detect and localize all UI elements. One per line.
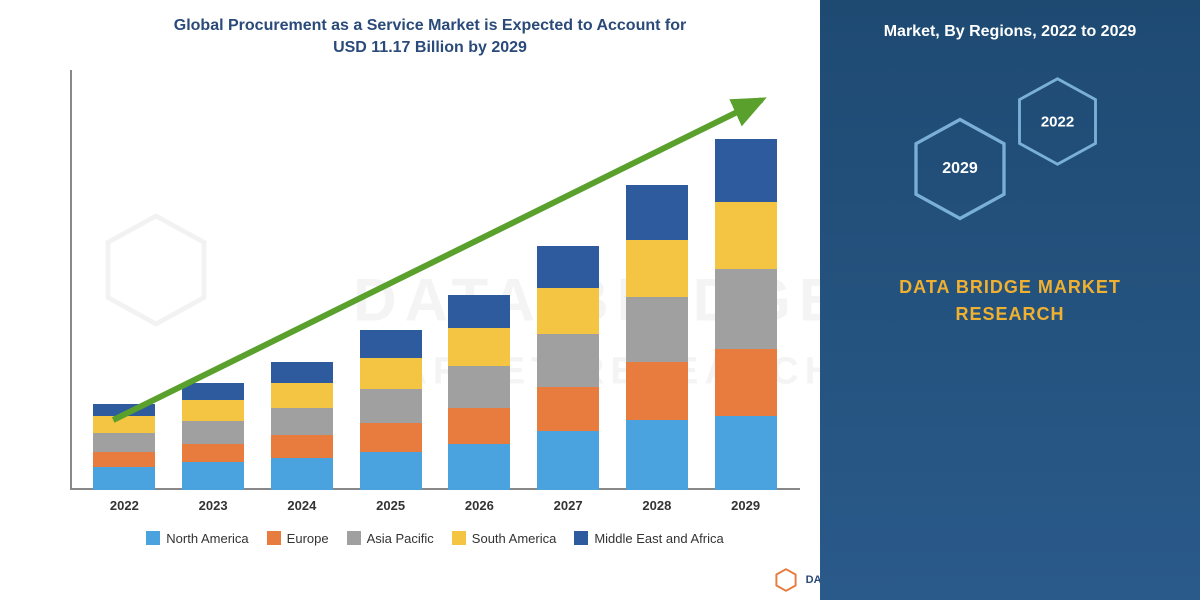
- bar-segment: [626, 362, 688, 421]
- legend-item: North America: [146, 531, 248, 546]
- bar-segment: [537, 246, 599, 288]
- bar-segment: [360, 423, 422, 452]
- legend-label: Europe: [287, 531, 329, 546]
- bar-segment: [715, 349, 777, 416]
- x-axis-labels: 2022 2023 2024 2025 2026 2027 2028 2029: [70, 490, 800, 513]
- bar-segment: [182, 421, 244, 444]
- legend-label: Asia Pacific: [367, 531, 434, 546]
- chart-title: Global Procurement as a Service Market i…: [60, 15, 800, 60]
- hex-badge-container: 2029 2022: [845, 64, 1175, 244]
- bar-segment: [182, 444, 244, 463]
- legend-item: Asia Pacific: [347, 531, 434, 546]
- bar-segment: [715, 416, 777, 490]
- x-axis-label: 2025: [360, 498, 422, 513]
- legend-swatch: [347, 531, 361, 545]
- bar-segment: [271, 435, 333, 458]
- bar-segment: [182, 462, 244, 489]
- bar-2029: [715, 139, 777, 490]
- bar-segment: [360, 452, 422, 490]
- legend-item: Europe: [267, 531, 329, 546]
- bar-segment: [448, 295, 510, 329]
- x-axis-label: 2022: [93, 498, 155, 513]
- bar-2024: [271, 362, 333, 490]
- legend-label: North America: [166, 531, 248, 546]
- bar-segment: [271, 458, 333, 490]
- bar-2027: [537, 246, 599, 490]
- x-axis-label: 2024: [271, 498, 333, 513]
- bar-segment: [271, 383, 333, 408]
- bar-segment: [626, 420, 688, 489]
- right-panel-title: Market, By Regions, 2022 to 2029: [845, 20, 1175, 44]
- bars-container: [70, 70, 800, 490]
- bar-2026: [448, 295, 510, 490]
- brand-line1: DATA BRIDGE MARKET: [899, 277, 1121, 297]
- legend-item: Middle East and Africa: [574, 531, 723, 546]
- hex-label-2022: 2022: [1041, 113, 1074, 130]
- legend-swatch: [574, 531, 588, 545]
- x-axis-label: 2027: [537, 498, 599, 513]
- bar-segment: [93, 433, 155, 452]
- legend-label: South America: [472, 531, 557, 546]
- brand-line2: RESEARCH: [955, 304, 1064, 324]
- bar-segment: [537, 387, 599, 431]
- bar-segment: [626, 297, 688, 362]
- bar-2022: [93, 404, 155, 490]
- bar-segment: [360, 330, 422, 357]
- bar-segment: [537, 334, 599, 387]
- bar-segment: [715, 202, 777, 269]
- chart-legend: North America Europe Asia Pacific South Ame…: [70, 531, 800, 546]
- bar-segment: [93, 467, 155, 490]
- bar-segment: [448, 328, 510, 366]
- bar-segment: [93, 416, 155, 433]
- bar-segment: [448, 366, 510, 408]
- hex-label-2029: 2029: [942, 160, 978, 178]
- chart-area: [70, 70, 800, 490]
- hex-badge-2022: 2022: [1010, 74, 1105, 169]
- bar-segment: [360, 389, 422, 423]
- bar-segment: [360, 358, 422, 390]
- bar-2028: [626, 185, 688, 489]
- bar-segment: [448, 444, 510, 490]
- x-axis-label: 2028: [626, 498, 688, 513]
- legend-swatch: [452, 531, 466, 545]
- bar-segment: [715, 139, 777, 202]
- bar-2023: [182, 383, 244, 490]
- bar-segment: [537, 288, 599, 334]
- bar-2025: [360, 330, 422, 490]
- chart-panel: Global Procurement as a Service Market i…: [0, 0, 820, 600]
- bar-segment: [448, 408, 510, 444]
- chart-title-line1: Global Procurement as a Service Market i…: [174, 17, 686, 34]
- right-panel: Market, By Regions, 2022 to 2029 2029 20…: [820, 0, 1200, 600]
- x-axis-label: 2023: [182, 498, 244, 513]
- bar-segment: [182, 400, 244, 421]
- bar-segment: [93, 404, 155, 417]
- legend-swatch: [267, 531, 281, 545]
- x-axis-label: 2026: [448, 498, 510, 513]
- main-container: Global Procurement as a Service Market i…: [0, 0, 1200, 600]
- legend-label: Middle East and Africa: [594, 531, 723, 546]
- bar-segment: [93, 452, 155, 467]
- chart-title-line2: USD 11.17 Billion by 2029: [333, 39, 527, 56]
- bar-segment: [271, 362, 333, 383]
- hex-badge-2029: 2029: [905, 114, 1015, 224]
- legend-swatch: [146, 531, 160, 545]
- bar-segment: [626, 185, 688, 240]
- bar-segment: [537, 431, 599, 490]
- bar-segment: [715, 269, 777, 349]
- bar-segment: [182, 383, 244, 400]
- bar-segment: [271, 408, 333, 435]
- bar-segment: [626, 240, 688, 297]
- x-axis-label: 2029: [715, 498, 777, 513]
- legend-item: South America: [452, 531, 557, 546]
- brand-name: DATA BRIDGE MARKET RESEARCH: [845, 274, 1175, 328]
